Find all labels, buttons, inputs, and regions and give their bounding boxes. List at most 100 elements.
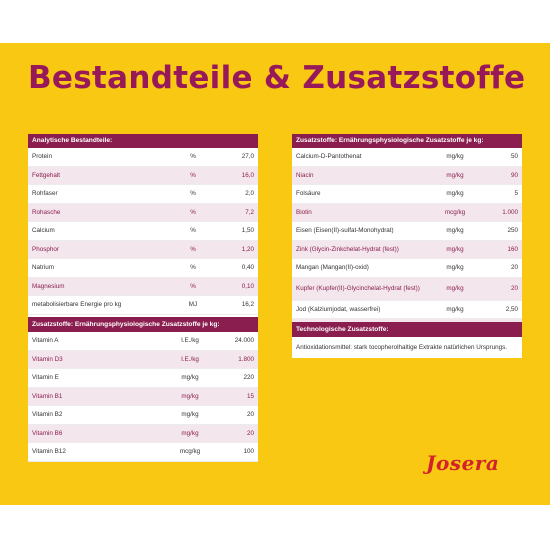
technological-text: Antioxidationsmittel: stark tocopherolha… <box>296 344 508 351</box>
table-row: Eisen (Eisen(II)-sulfat-Monohydrat) mg/kg… <box>292 221 522 241</box>
table-row: Magnesium% 0,10 <box>28 277 258 296</box>
row-name: Niacin <box>292 166 430 185</box>
row-unit: mg/kg <box>156 368 224 388</box>
row-value: 5 <box>480 184 522 204</box>
row-value: 1,20 <box>216 240 258 259</box>
row-value: 0,10 <box>216 277 258 296</box>
row-name: Vitamin A <box>28 332 156 351</box>
row-value: 1.000 <box>480 203 522 222</box>
row-name: Vitamin B6 <box>28 424 156 443</box>
analytical-heading: Analytische Bestandteile: <box>28 134 258 148</box>
table-row: Phosphor% 1,20 <box>28 240 258 259</box>
row-unit: % <box>170 148 216 167</box>
row-value: 100 <box>224 442 258 462</box>
row-name: Vitamin B2 <box>28 405 156 425</box>
nutritional-panel: Zusatzstoffe: Ernährungsphysiologische Z… <box>292 134 522 338</box>
row-name: Protein <box>28 148 170 167</box>
row-unit: mg/kg <box>430 148 480 167</box>
row-unit: mg/kg <box>156 387 224 406</box>
row-unit: mcg/kg <box>430 203 480 222</box>
row-name: Folsäure <box>292 184 430 204</box>
table-row: Vitamin B2 mg/kg 20 <box>28 405 258 425</box>
row-value: 20 <box>480 277 522 301</box>
row-value: 1,50 <box>216 221 258 241</box>
vitamins-table: Vitamin A I.E./kg 24.000 Vitamin D3 I.E./kg 1… <box>28 332 258 462</box>
technological-panel: Technologische Zusatzstoffe: Antioxidati… <box>292 322 522 358</box>
table-row: Protein% 27,0 <box>28 148 258 167</box>
table-row: Vitamin D3 I.E./kg 1.800 <box>28 350 258 369</box>
row-name: Rohasche <box>28 203 170 222</box>
row-value: 2,50 <box>480 300 522 319</box>
row-name: Vitamin B1 <box>28 387 156 406</box>
row-unit: % <box>170 240 216 259</box>
row-value: 220 <box>224 368 258 388</box>
table-row: Niacin mg/kg 90 <box>292 166 522 185</box>
row-value: 20 <box>224 424 258 443</box>
row-value: 2,0 <box>216 184 258 204</box>
table-row: Vitamin B1 mg/kg 15 <box>28 387 258 406</box>
row-unit: mg/kg <box>430 240 480 259</box>
row-value: 50 <box>480 148 522 167</box>
row-value: 27,0 <box>216 148 258 167</box>
row-name: Vitamin B12 <box>28 442 156 462</box>
row-unit: mg/kg <box>430 277 480 301</box>
row-name: Rohfaser <box>28 184 170 204</box>
table-row: Rohasche% 7,2 <box>28 203 258 222</box>
row-unit: mg/kg <box>430 258 480 278</box>
row-name: Vitamin D3 <box>28 350 156 369</box>
table-row: Vitamin A I.E./kg 24.000 <box>28 332 258 351</box>
row-name: Biotin <box>292 203 430 222</box>
table-row: Mangan (Mangan(II)-oxid) mg/kg 20 <box>292 258 522 278</box>
row-value: 16,0 <box>216 166 258 185</box>
table-row: Rohfaser% 2,0 <box>28 184 258 204</box>
row-unit: I.E./kg <box>156 350 224 369</box>
nutritional-heading: Zusatzstoffe: Ernährungsphysiologische Z… <box>292 134 522 148</box>
row-name: Zink (Glycin-Zinkchelat-Hydrat (fest)) <box>292 240 430 259</box>
row-unit: % <box>170 184 216 204</box>
vitamins-panel: Zusatzstoffe: Ernährungsphysiologische Z… <box>28 317 258 462</box>
row-name: Natrium <box>28 258 170 278</box>
row-name: Phosphor <box>28 240 170 259</box>
row-unit: % <box>170 277 216 296</box>
row-name: Kupfer (Kupfer(II)-Glycinchelat-Hydrat (… <box>292 277 430 301</box>
row-name: Jod (Kalziumjodat, wasserfrei) <box>292 300 430 319</box>
row-value: 250 <box>480 221 522 241</box>
row-unit: % <box>170 258 216 278</box>
row-name: metabolisierbare Energie pro kg <box>28 295 170 315</box>
page-title: Bestandteile & Zusatzstoffe <box>28 60 526 96</box>
table-row: Jod (Kalziumjodat, wasserfrei) mg/kg 2,50 <box>292 300 522 319</box>
row-unit: % <box>170 203 216 222</box>
analytical-table: Protein% 27,0 Fettgehalt% 16,0 Rohfaser% 2,0 R… <box>28 148 258 333</box>
table-row: Zink (Glycin-Zinkchelat-Hydrat (fest)) mg… <box>292 240 522 259</box>
row-name: Calcium-D-Pantothenat <box>292 148 430 167</box>
row-unit: mg/kg <box>156 424 224 443</box>
table-row: Natrium% 0,40 <box>28 258 258 278</box>
row-unit: MJ <box>170 295 216 315</box>
row-value: 160 <box>480 240 522 259</box>
row-value: 7,2 <box>216 203 258 222</box>
row-name: Calcium <box>28 221 170 241</box>
table-row: Vitamin B12 mcg/kg 100 <box>28 442 258 462</box>
row-unit: mg/kg <box>430 300 480 319</box>
row-value: 1.800 <box>224 350 258 369</box>
row-value: 20 <box>224 405 258 425</box>
table-row: Folsäure mg/kg 5 <box>292 184 522 204</box>
josera-logo: Josera <box>426 451 500 475</box>
row-name: Fettgehalt <box>28 166 170 185</box>
row-value: 20 <box>480 258 522 278</box>
row-value: 24.000 <box>224 332 258 351</box>
table-row: metabolisierbare Energie pro kg MJ 16,2 <box>28 295 258 315</box>
row-unit: % <box>170 166 216 185</box>
table-row: Fettgehalt% 16,0 <box>28 166 258 185</box>
table-row: Calcium-D-Pantothenat mg/kg 50 <box>292 148 522 167</box>
table-row: Kupfer (Kupfer(II)-Glycinchelat-Hydrat (… <box>292 277 522 301</box>
vitamins-heading: Zusatzstoffe: Ernährungsphysiologische Z… <box>28 317 258 332</box>
row-name: Mangan (Mangan(II)-oxid) <box>292 258 430 278</box>
table-row: Biotin mcg/kg 1.000 <box>292 203 522 222</box>
row-value: 0,40 <box>216 258 258 278</box>
analytical-panel: Analytische Bestandteile: Protein% 27,0 Fe… <box>28 134 258 333</box>
row-value: 16,2 <box>216 295 258 315</box>
row-value: 90 <box>480 166 522 185</box>
